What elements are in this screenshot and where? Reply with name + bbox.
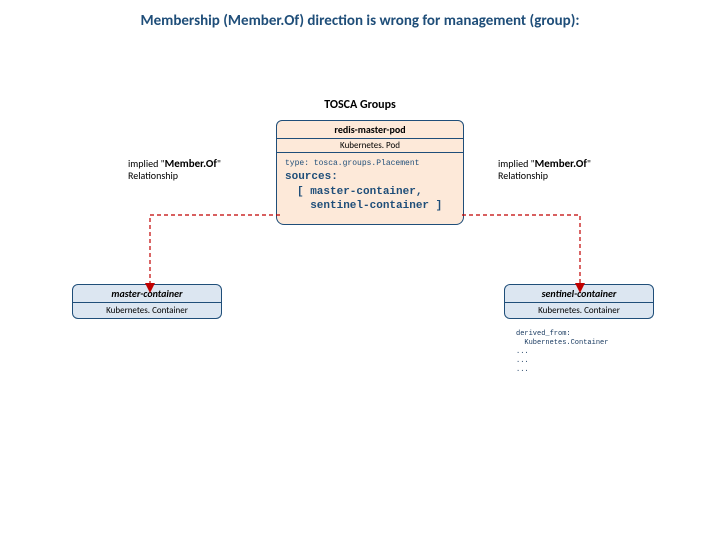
left-arrow-path [150, 215, 280, 283]
relationship-arrows [0, 0, 720, 540]
pod-type-label: Kubernetes. Pod [276, 139, 464, 153]
right-arrow-path [462, 215, 580, 283]
sentinel-container-name: sentinel-container [504, 284, 654, 303]
memberof-text: Member.Of [165, 157, 217, 170]
section-title: TOSCA Groups [0, 98, 720, 112]
pod-name-header: redis-master-pod [276, 120, 464, 139]
implied-memberof-left: implied "Member.Of" Relationship [128, 157, 221, 182]
memberof-text: Member.Of [535, 157, 587, 170]
implied-suffix: " [587, 157, 591, 170]
master-container-name: master-container [72, 284, 222, 303]
master-container-type: Kubernetes. Container [72, 303, 222, 319]
master-container-box: master-container Kubernetes. Container [72, 284, 222, 319]
pod-group: redis-master-pod Kubernetes. Pod type: t… [276, 120, 464, 225]
pod-sources-label: sources: [285, 170, 455, 185]
derived-from-code: derived_from: Kubernetes.Container ... .… [516, 330, 608, 375]
implied-line2: Relationship [498, 169, 548, 182]
page-title: Membership (Member.Of) direction is wron… [0, 12, 720, 30]
implied-prefix: implied " [128, 157, 165, 170]
pod-sources-list: [ master-container, sentinel-container ] [285, 185, 455, 215]
pod-body: type: tosca.groups.Placement sources: [ … [276, 153, 464, 225]
implied-prefix: implied " [498, 157, 535, 170]
implied-line2: Relationship [128, 169, 178, 182]
pod-type-line: type: tosca.groups.Placement [285, 159, 455, 170]
sentinel-container-type: Kubernetes. Container [504, 303, 654, 319]
sentinel-container-box: sentinel-container Kubernetes. Container [504, 284, 654, 319]
implied-memberof-right: implied "Member.Of" Relationship [498, 157, 591, 182]
implied-suffix: " [217, 157, 221, 170]
